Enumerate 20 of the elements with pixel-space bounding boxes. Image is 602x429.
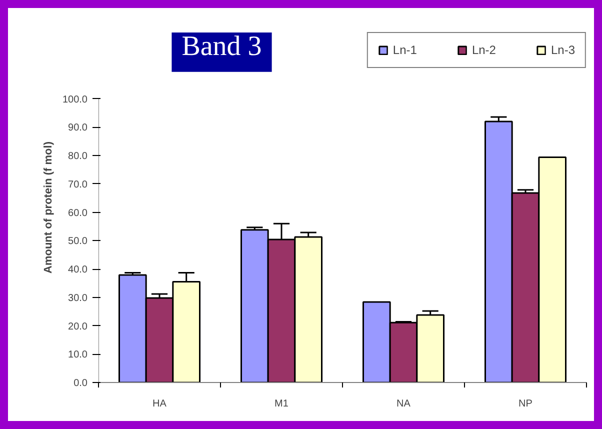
y-axis-title: Amount of protein (f mol) [42, 141, 54, 274]
chart-title: Band 3 [182, 30, 262, 62]
y-tick-label: 100.0 [62, 94, 88, 106]
y-tick-label: 0.0 [74, 378, 88, 389]
y-tick-label: 70.0 [68, 179, 88, 190]
y-tick-label: 80.0 [68, 151, 88, 162]
x-tick-label: NP [518, 398, 533, 410]
y-tick-label: 30.0 [68, 292, 88, 304]
legend-label: Ln-1 [392, 43, 417, 57]
x-tick-label: NA [396, 398, 411, 410]
y-tick-label: 20.0 [68, 321, 88, 332]
y-tick-label: 60.0 [68, 208, 88, 219]
y-tick-label: 50.0 [68, 236, 88, 248]
y-tick-label: 90.0 [68, 122, 88, 134]
legend-label: Ln-3 [550, 43, 575, 57]
x-tick-label: HA [152, 398, 167, 410]
y-tick-label: 10.0 [68, 350, 88, 361]
x-tick-label: M1 [274, 398, 289, 410]
y-tick-label: 40.0 [68, 264, 88, 276]
legend-label: Ln-2 [472, 43, 496, 57]
